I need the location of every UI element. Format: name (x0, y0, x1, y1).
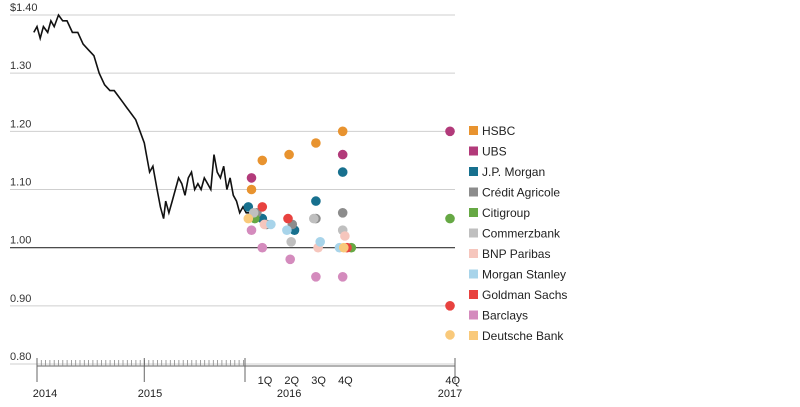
point-barclays (285, 254, 296, 265)
legend-swatch (469, 187, 478, 197)
y-tick-label: 0.90 (10, 293, 31, 305)
point-barclays (257, 242, 268, 253)
legend-label: Deutsche Bank (482, 329, 564, 343)
point-morgan-stanley (266, 219, 276, 230)
legend-swatch (469, 146, 478, 156)
point-barclays (246, 225, 257, 235)
x-quarter-label: 4Q (338, 375, 353, 387)
point-barclays (311, 272, 321, 282)
point-cr-dit-agricole (337, 208, 348, 218)
legend-swatch (469, 126, 478, 135)
legend-label: HSBC (482, 124, 516, 138)
point-ubs (445, 126, 455, 137)
y-tick-label: 1.20 (10, 118, 31, 130)
point-barclays (337, 272, 348, 282)
legend-label: Commerzbank (482, 227, 561, 241)
y-tick-label: $1.40 (10, 2, 38, 14)
legend-swatch (469, 290, 478, 299)
x-axis: 2014 2015 2016 2017 1Q 2Q 3Q 4Q 4Q (33, 358, 462, 400)
point-goldman-sachs (283, 213, 293, 224)
y-axis-ticks: $1.40 1.30 1.20 1.10 1.00 0.90 0.80 (10, 2, 38, 363)
point-commerzbank (286, 237, 297, 247)
point-j-p-morgan (311, 196, 321, 206)
point-ubs (337, 149, 348, 160)
x-year-label: 2017 (438, 388, 462, 400)
x-quarter-label: 1Q (258, 375, 273, 387)
legend-swatch (469, 208, 478, 217)
point-deutsche-bank (445, 330, 455, 340)
y-tick-label: 1.10 (10, 177, 31, 189)
point-hsbc (257, 155, 268, 166)
legend-swatch (469, 269, 478, 279)
forecast-points (243, 126, 455, 340)
point-goldman-sachs (257, 202, 268, 212)
legend: HSBC UBS J.P. Morgan Crédit Agricole Citigro… (469, 124, 567, 343)
point-citigroup (445, 213, 455, 224)
point-hsbc (246, 184, 257, 195)
x-quarter-label: 2Q (284, 375, 299, 387)
legend-swatch (469, 310, 478, 320)
point-morgan-stanley (315, 237, 326, 247)
point-bnp-paribas (340, 231, 350, 241)
legend-swatch (469, 167, 478, 176)
legend-label: Barclays (482, 309, 528, 323)
point-deutsche-bank (339, 242, 349, 253)
x-quarter-label: 3Q (311, 375, 326, 387)
legend-label: J.P. Morgan (482, 165, 545, 179)
legend-label: Goldman Sachs (482, 288, 567, 302)
legend-label: Crédit Agricole (482, 186, 560, 200)
legend-label: Citigroup (482, 206, 530, 220)
point-hsbc (337, 126, 348, 137)
point-hsbc (311, 138, 321, 148)
point-commerzbank (309, 213, 319, 224)
point-goldman-sachs (445, 301, 455, 311)
x-year-label: 2016 (277, 388, 301, 400)
x-quarter-label: 4Q (445, 375, 460, 387)
point-ubs (246, 173, 257, 183)
history-line (33, 13, 250, 219)
y-tick-label: 1.30 (10, 60, 31, 72)
point-j-p-morgan (337, 167, 348, 177)
legend-label: BNP Paribas (482, 247, 550, 261)
legend-label: Morgan Stanley (482, 268, 566, 282)
legend-label: UBS (482, 145, 507, 159)
legend-swatch (469, 249, 478, 258)
legend-swatch (469, 228, 478, 238)
y-tick-label: 0.80 (10, 351, 31, 363)
x-year-label: 2015 (138, 388, 162, 400)
legend-swatch (469, 331, 478, 340)
point-morgan-stanley (282, 225, 292, 235)
y-tick-label: 1.00 (10, 235, 31, 247)
point-deutsche-bank (243, 213, 254, 224)
point-hsbc (284, 149, 294, 160)
x-year-label: 2014 (33, 388, 57, 400)
